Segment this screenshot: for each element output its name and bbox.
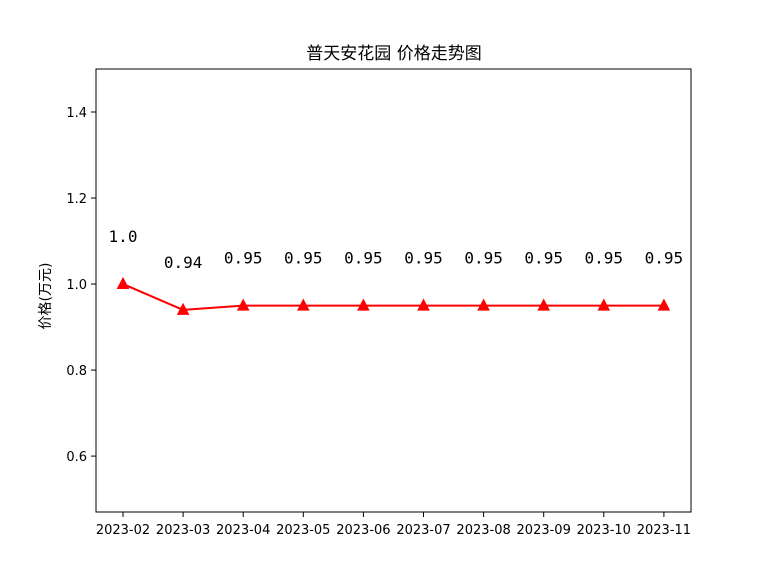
data-value-label: 0.95 bbox=[464, 249, 503, 268]
x-tick-label: 2023-09 bbox=[517, 523, 571, 538]
data-point-marker bbox=[537, 298, 551, 311]
data-value-label: 0.95 bbox=[524, 249, 563, 268]
data-point-marker bbox=[116, 276, 130, 289]
y-tick-label: 1.0 bbox=[66, 278, 87, 293]
x-tick-label: 2023-03 bbox=[156, 523, 210, 538]
data-point-marker bbox=[417, 298, 430, 311]
series-layer bbox=[116, 276, 671, 315]
data-point-marker bbox=[236, 298, 250, 311]
data-point-marker bbox=[657, 298, 671, 311]
axes: 2023-02 2023-03 2023-04 2023-05 2023-06 2023-… bbox=[66, 106, 691, 538]
x-tick-label: 2023-10 bbox=[577, 523, 631, 538]
x-tick-label: 2023-08 bbox=[456, 523, 510, 538]
data-value-label: 0.95 bbox=[404, 249, 443, 268]
x-tick-label: 2023-06 bbox=[336, 523, 390, 538]
x-tick-label: 2023-02 bbox=[96, 523, 150, 538]
data-point-marker bbox=[597, 298, 611, 311]
y-axis-label: 价格(万元) bbox=[38, 263, 54, 330]
plot-frame bbox=[95, 68, 692, 513]
data-value-label: 0.95 bbox=[585, 249, 624, 268]
data-value-label: 0.95 bbox=[344, 249, 383, 268]
data-point-marker bbox=[176, 302, 190, 315]
y-tick-label: 1.4 bbox=[66, 106, 87, 121]
series-line bbox=[122, 283, 664, 311]
y-tick-label: 0.6 bbox=[66, 450, 87, 465]
data-point-marker bbox=[357, 298, 370, 311]
data-value-label: 0.95 bbox=[645, 249, 684, 268]
data-point-marker bbox=[296, 298, 310, 311]
x-tick-label: 2023-11 bbox=[637, 523, 691, 538]
y-tick-label: 0.8 bbox=[66, 364, 87, 379]
data-point-marker bbox=[477, 298, 490, 311]
y-tick-label: 1.2 bbox=[66, 192, 87, 207]
data-value-label: 1.0 bbox=[109, 227, 138, 246]
x-tick-label: 2023-07 bbox=[396, 523, 450, 538]
x-tick-label: 2023-04 bbox=[216, 523, 270, 538]
data-labels: 1.0 0.94 0.95 0.95 0.95 0.95 0.95 0.95 0.95 0.95 bbox=[109, 227, 684, 272]
x-tick-label: 2023-05 bbox=[276, 523, 330, 538]
data-value-label: 0.94 bbox=[164, 253, 203, 272]
chart-title: 普天安花园 价格走势图 bbox=[306, 44, 481, 64]
data-value-label: 0.95 bbox=[284, 249, 323, 268]
data-value-label: 0.95 bbox=[224, 249, 263, 268]
